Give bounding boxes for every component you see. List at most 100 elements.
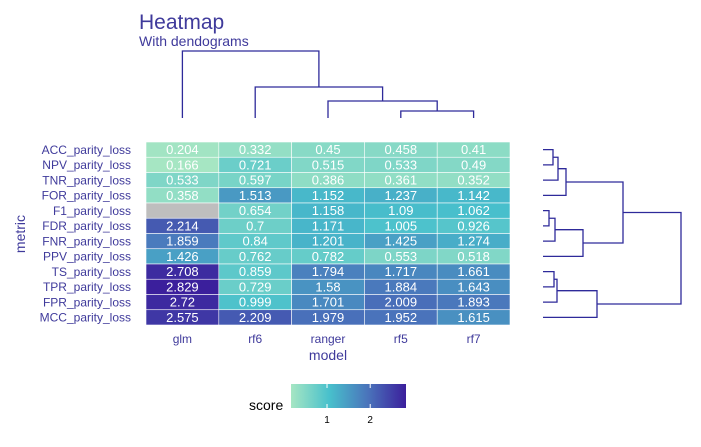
cell-value-label: 1.171	[312, 218, 345, 233]
heatmap-cell	[145, 202, 220, 219]
y-tick-label: ACC_parity_loss	[42, 143, 131, 157]
y-axis-ticks: ACC_parity_lossNPV_parity_lossTNR_parity…	[40, 143, 131, 325]
y-tick-label: MCC_parity_loss	[40, 311, 131, 325]
legend-colorbar	[291, 384, 406, 408]
dendrogram-branch	[543, 270, 555, 288]
cell-value-label: 1.794	[312, 264, 345, 279]
dendrogram-branch	[327, 100, 438, 118]
dendrogram-branch	[543, 148, 554, 166]
cell-value-label: 2.829	[166, 279, 199, 294]
cell-value-label: 2.209	[239, 310, 272, 325]
cell-value-label: 0.352	[457, 173, 490, 188]
dendrogram-branch	[543, 168, 567, 197]
cell-value-label: 0.358	[166, 188, 199, 203]
dendrogram-branch	[543, 278, 558, 303]
cell-value-label: 0.553	[385, 249, 418, 264]
cell-value-label: 0.166	[166, 157, 199, 172]
cell-value-label: 0.729	[239, 279, 272, 294]
y-tick-label: FDR_parity_loss	[42, 219, 131, 233]
cell-value-label: 2.708	[166, 264, 199, 279]
cell-value-label: 2.72	[170, 295, 195, 310]
y-tick-label: TNR_parity_loss	[42, 173, 131, 187]
cell-value-label: 0.926	[457, 218, 490, 233]
y-tick-label: TPR_parity_loss	[43, 280, 131, 294]
heatmap-cells	[145, 141, 511, 326]
cell-value-label: 0.41	[461, 142, 486, 157]
y-tick-label: FPR_parity_loss	[43, 295, 131, 309]
cell-value-label: 0.654	[239, 203, 272, 218]
dendrogram-branch	[543, 229, 584, 258]
y-tick-label: NPV_parity_loss	[42, 158, 131, 172]
cell-value-label: 0.999	[239, 295, 272, 310]
cell-value-label: 0.45	[315, 142, 340, 157]
cell-value-label: 0.533	[385, 157, 418, 172]
cell-value-label: 0.84	[243, 234, 268, 249]
cell-value-label: 1.237	[385, 188, 418, 203]
cell-value-label: 1.152	[312, 188, 345, 203]
cell-value-label: 1.513	[239, 188, 272, 203]
y-tick-label: TS_parity_loss	[52, 265, 131, 279]
cell-value-label: 1.425	[385, 234, 418, 249]
cell-value-label: 0.458	[385, 142, 418, 157]
cell-value-label: 1.717	[385, 264, 418, 279]
dendrogram-branch	[543, 209, 550, 227]
cell-value-label: 1.893	[457, 295, 490, 310]
cell-value-label: 1.859	[166, 234, 199, 249]
dendrogram-branch	[566, 181, 624, 244]
cell-value-label: 1.062	[457, 203, 490, 218]
cell-value-label: 0.386	[312, 173, 345, 188]
x-tick-label: rf6	[248, 332, 262, 346]
cell-value-label: 0.782	[312, 249, 345, 264]
cell-value-label: 1.09	[388, 203, 413, 218]
cell-value-label: 1.005	[385, 218, 418, 233]
cell-value-label: 1.661	[457, 264, 490, 279]
chart-title: Heatmap	[139, 11, 225, 34]
cell-value-label: 1.142	[457, 188, 490, 203]
cell-value-label: 1.426	[166, 249, 199, 264]
dendrogram-branch	[181, 50, 320, 118]
dendrogram-branch	[597, 211, 682, 305]
cell-value-label: 0.721	[239, 157, 272, 172]
y-tick-label: FNR_parity_loss	[42, 234, 131, 248]
heatmap-cell-labels: 0.204 0.332 0.45 0.458 0.410.166 0.721 0.515 0.…	[166, 142, 490, 325]
cell-value-label: 0.49	[461, 157, 486, 172]
column-dendrogram	[181, 50, 475, 118]
cell-value-label: 0.533	[166, 173, 199, 188]
dendrogram-branch	[400, 110, 475, 118]
cell-value-label: 1.58	[315, 279, 340, 294]
cell-value-label: 2.575	[166, 310, 199, 325]
dendrogram-branch	[254, 86, 384, 118]
cell-value-label: 1.701	[312, 295, 345, 310]
cell-value-label: 1.615	[457, 310, 490, 325]
chart-subtitle: With dendograms	[139, 33, 249, 49]
cell-value-label: 1.884	[385, 279, 418, 294]
heatmap-cell	[436, 309, 511, 326]
legend-tick-label: 2	[367, 415, 373, 426]
cell-value-label: 0.361	[385, 173, 418, 188]
y-axis-title: metric	[12, 215, 28, 253]
dendrogram-branch	[543, 290, 598, 319]
cell-value-label: 1.979	[312, 310, 345, 325]
cell-value-label: 2.009	[385, 295, 418, 310]
x-tick-label: ranger	[311, 332, 346, 346]
x-tick-label: rf5	[394, 332, 408, 346]
x-tick-label: rf7	[467, 332, 481, 346]
cell-value-label: 2.214	[166, 218, 199, 233]
cell-value-label: 0.204	[166, 142, 199, 157]
cell-value-label: 0.7	[246, 218, 264, 233]
cell-value-label: 1.952	[385, 310, 418, 325]
legend-tick-label: 1	[324, 415, 330, 426]
cell-value-label: 0.515	[312, 157, 345, 172]
cell-value-label: 0.597	[239, 173, 272, 188]
cell-value-label: 1.274	[457, 234, 490, 249]
cell-value-label: 1.201	[312, 234, 345, 249]
cell-value-label: 0.859	[239, 264, 272, 279]
row-dendrogram	[543, 148, 682, 319]
y-tick-label: FOR_parity_loss	[42, 189, 131, 203]
x-tick-label: glm	[173, 332, 192, 346]
legend-title: score	[249, 397, 283, 413]
cell-value-label: 0.518	[457, 249, 490, 264]
